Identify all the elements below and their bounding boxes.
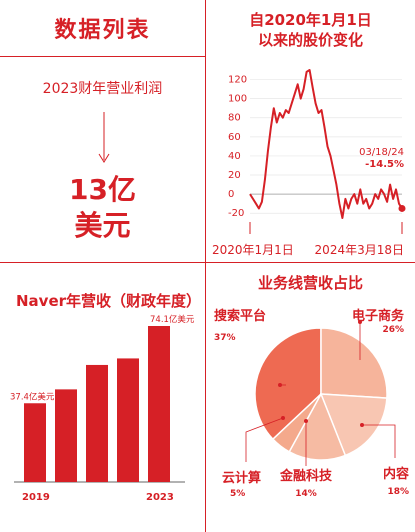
pie-slice	[320, 327, 388, 399]
vertical-divider	[205, 0, 206, 532]
pie-leader-dot	[360, 423, 364, 427]
y-tick-label: 120	[228, 75, 247, 86]
pie-category-label: 金融科技	[279, 468, 333, 484]
stock-line-chart: 120 100 80 60 40 20 0 -20 2020年1月1日 2024年3月18日	[212, 69, 406, 257]
pie-value-label: 5%	[230, 489, 245, 499]
y-tick-label: 40	[228, 151, 241, 162]
pie-value-label: 26%	[382, 325, 404, 335]
x-label-start: 2020年1月1日	[212, 243, 294, 257]
stock-chart-title-line2: 以来的股价变化	[257, 31, 363, 49]
pie-leader-line	[362, 424, 396, 458]
bar-data-label: 37.4亿美元	[10, 391, 55, 402]
revenue-chart-title: Naver年营收（财政年度）	[16, 292, 202, 310]
pie-category-label: 搜索平台	[214, 308, 266, 324]
pie-leader-line	[245, 417, 284, 462]
revenue-bar	[117, 358, 139, 482]
pie-leader-dot	[304, 419, 308, 423]
down-arrow-icon	[98, 112, 110, 168]
revenue-bar	[86, 364, 108, 482]
y-tick-label: 0	[228, 189, 234, 200]
stock-annotation-date: 03/18/24	[359, 147, 404, 158]
operating-income-amount: 13亿	[69, 173, 136, 206]
y-tick-label: 100	[228, 94, 247, 105]
stock-annotation-value: -14.5%	[365, 159, 404, 170]
pie-category-label: 内容	[383, 466, 409, 482]
pie-value-label: 14%	[295, 489, 317, 499]
horizontal-divider	[0, 262, 415, 263]
pie-slice	[319, 393, 388, 457]
stock-series-line	[249, 69, 403, 219]
pie-leader-dot	[281, 416, 285, 420]
revenue-bar	[55, 389, 77, 482]
pie-slice	[271, 393, 322, 453]
section-title: 数据列表	[54, 18, 151, 43]
pie-value-label: 37%	[214, 333, 236, 343]
stock-chart-title-line1: 自2020年1月1日	[249, 11, 372, 29]
revenue-bar	[24, 403, 46, 482]
stock-chart-title: 自2020年1月1日 以来的股价变化	[206, 10, 415, 50]
stock-end-point	[398, 204, 406, 212]
pie-value-label: 18%	[387, 487, 409, 497]
revenue-bar	[148, 326, 170, 482]
x-label-end: 2024年3月18日	[315, 243, 404, 257]
pie-category-label: 云计算	[222, 470, 261, 486]
revenue-bar-chart: 37.4亿美元 74.1亿美元 2019 2023	[10, 314, 195, 503]
y-tick-label: 80	[228, 113, 241, 124]
operating-income-title: 2023财年营业利润	[42, 81, 163, 97]
operating-income-unit: 美元	[74, 209, 131, 242]
x-label-2023: 2023	[146, 492, 174, 503]
pie-leader-dot	[278, 383, 282, 387]
pie-slice	[288, 392, 347, 461]
y-tick-label: -20	[228, 208, 244, 219]
segment-chart-title: 业务线营收占比	[257, 274, 363, 292]
bar-data-label: 74.1亿美元	[150, 314, 195, 325]
y-tick-label: 60	[228, 132, 241, 143]
pie-leader-dot	[358, 320, 362, 324]
title-underline	[0, 56, 205, 57]
y-tick-label: 20	[228, 170, 241, 181]
operating-income-value: 13亿 美元	[0, 172, 205, 244]
x-label-2019: 2019	[22, 492, 50, 503]
pie-category-label: 电子商务	[352, 308, 405, 324]
